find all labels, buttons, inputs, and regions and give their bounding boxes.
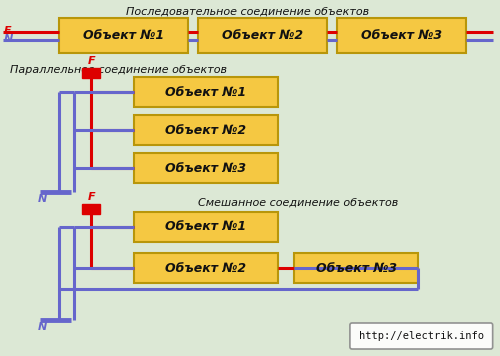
FancyBboxPatch shape <box>134 253 278 283</box>
Text: Параллельное соединение объектов: Параллельное соединение объектов <box>10 65 227 75</box>
Text: F: F <box>4 26 12 37</box>
Text: Объект №1: Объект №1 <box>165 85 246 99</box>
Text: Объект №2: Объект №2 <box>165 262 246 274</box>
Text: Объект №1: Объект №1 <box>165 220 246 234</box>
FancyBboxPatch shape <box>337 18 466 53</box>
FancyBboxPatch shape <box>350 323 492 349</box>
FancyBboxPatch shape <box>198 18 327 53</box>
Text: N: N <box>4 35 13 44</box>
Text: Смешанное соединение объектов: Смешанное соединение объектов <box>198 198 398 208</box>
FancyBboxPatch shape <box>294 253 418 283</box>
FancyBboxPatch shape <box>134 77 278 107</box>
Text: Объект №2: Объект №2 <box>222 29 303 42</box>
Text: F: F <box>88 192 95 202</box>
Bar <box>82 204 100 214</box>
Text: Объект №2: Объект №2 <box>165 124 246 136</box>
FancyBboxPatch shape <box>134 115 278 145</box>
Text: Объект №3: Объект №3 <box>316 262 397 274</box>
FancyBboxPatch shape <box>134 153 278 183</box>
FancyBboxPatch shape <box>134 212 278 242</box>
Bar <box>82 68 100 78</box>
Text: F: F <box>88 56 95 66</box>
Text: Объект №3: Объект №3 <box>361 29 442 42</box>
Text: Последовательное соединение объектов: Последовательное соединение объектов <box>126 7 370 17</box>
Text: N: N <box>38 322 47 332</box>
Text: http://electrik.info: http://electrik.info <box>359 331 484 341</box>
Text: N: N <box>38 194 47 204</box>
Text: Объект №3: Объект №3 <box>165 162 246 174</box>
FancyBboxPatch shape <box>60 18 188 53</box>
Text: Объект №1: Объект №1 <box>84 29 164 42</box>
